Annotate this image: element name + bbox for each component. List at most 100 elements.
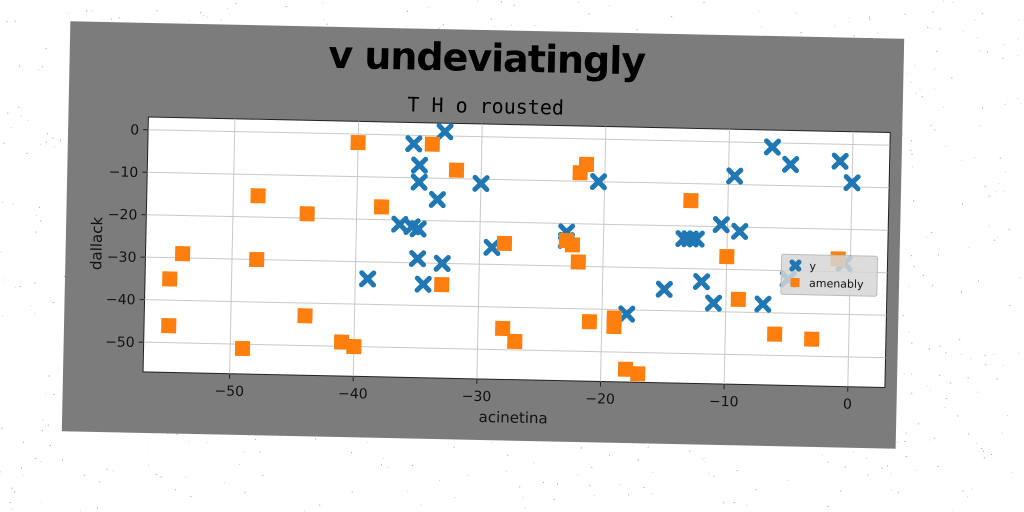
noise-speck (845, 467, 846, 468)
noise-speck (39, 207, 40, 208)
noise-speck (974, 157, 975, 158)
noise-speck (0, 252, 1, 253)
noise-speck (648, 447, 649, 448)
noise-speck (946, 146, 947, 147)
noise-speck (1003, 58, 1004, 59)
noise-speck (46, 48, 47, 49)
noise-speck (643, 487, 644, 488)
noise-speck (628, 494, 629, 495)
noise-speck (27, 153, 28, 154)
noise-speck (594, 495, 595, 496)
noise-speck (1020, 277, 1021, 278)
data-point-square (235, 341, 250, 356)
noise-speck (906, 456, 907, 457)
data-point-square (719, 249, 734, 264)
noise-speck (40, 144, 41, 145)
noise-speck (177, 434, 178, 435)
noise-speck (959, 339, 960, 340)
noise-speck (494, 26, 495, 27)
noise-speck (946, 398, 947, 399)
noise-speck (429, 7, 430, 8)
noise-speck (943, 1, 944, 2)
noise-speck (352, 492, 353, 493)
noise-speck (351, 452, 352, 453)
noise-speck (578, 474, 579, 475)
noise-speck (367, 442, 368, 443)
noise-speck (578, 2, 579, 3)
noise-speck (12, 488, 13, 489)
noise-speck (239, 464, 240, 465)
noise-speck (939, 375, 940, 376)
noise-speck (991, 454, 992, 455)
noise-speck (327, 24, 328, 25)
data-point-square (804, 332, 819, 347)
noise-speck (923, 275, 924, 276)
noise-speck (36, 215, 37, 216)
noise-speck (1012, 472, 1013, 473)
noise-speck (689, 451, 690, 452)
noise-speck (982, 107, 983, 108)
noise-speck (30, 305, 31, 306)
noise-speck (2, 202, 3, 203)
legend-marker-square (790, 278, 799, 287)
noise-speck (931, 232, 932, 233)
noise-speck (23, 475, 24, 476)
noise-speck (970, 358, 971, 359)
noise-speck (420, 505, 421, 506)
x-tick-label: −40 (338, 386, 368, 403)
noise-speck (589, 485, 590, 486)
data-point-square (434, 277, 449, 292)
legend-label: amenably (809, 277, 864, 291)
data-point-square (606, 319, 621, 334)
noise-speck (1009, 229, 1010, 230)
noise-speck (207, 442, 208, 443)
noise-speck (969, 247, 970, 248)
noise-speck (997, 237, 998, 238)
noise-speck (506, 471, 507, 472)
noise-speck (412, 465, 413, 466)
noise-speck (188, 441, 189, 442)
noise-speck (961, 291, 962, 292)
noise-speck (651, 493, 652, 494)
noise-speck (898, 492, 899, 493)
noise-speck (933, 12, 934, 13)
noise-speck (971, 489, 972, 490)
noise-speck (911, 140, 912, 141)
y-tick-label: 0 (130, 122, 139, 138)
x-tick-label: −20 (585, 391, 615, 408)
noise-speck (557, 483, 558, 484)
noise-speck (23, 442, 24, 443)
noise-speck (40, 221, 41, 222)
noise-speck (13, 203, 14, 204)
noise-speck (62, 460, 63, 461)
noise-speck (953, 2, 954, 3)
noise-speck (148, 465, 149, 466)
noise-speck (996, 191, 997, 192)
noise-speck (15, 21, 16, 22)
noise-speck (652, 472, 653, 473)
noise-speck (788, 480, 789, 481)
data-point-square (346, 339, 361, 354)
noise-speck (932, 285, 933, 286)
noise-speck (407, 11, 408, 12)
noise-speck (834, 26, 835, 27)
data-point-square (175, 246, 190, 261)
noise-speck (491, 19, 492, 20)
noise-speck (107, 469, 108, 470)
legend-label: y (809, 260, 816, 273)
noise-speck (188, 20, 189, 21)
noise-speck (443, 24, 444, 25)
x-tick-label: −30 (462, 389, 492, 406)
noise-speck (1019, 19, 1020, 20)
noise-speck (989, 196, 990, 197)
noise-speck (891, 473, 892, 474)
y-axis-ticks: 0−10−20−30−40−50 (105, 122, 148, 351)
data-point-square (630, 366, 645, 381)
noise-speck (840, 490, 841, 491)
noise-speck (41, 461, 42, 462)
noise-speck (934, 438, 935, 439)
noise-speck (492, 442, 493, 443)
noise-speck (522, 497, 523, 498)
noise-speck (383, 458, 384, 459)
noise-speck (887, 466, 888, 467)
